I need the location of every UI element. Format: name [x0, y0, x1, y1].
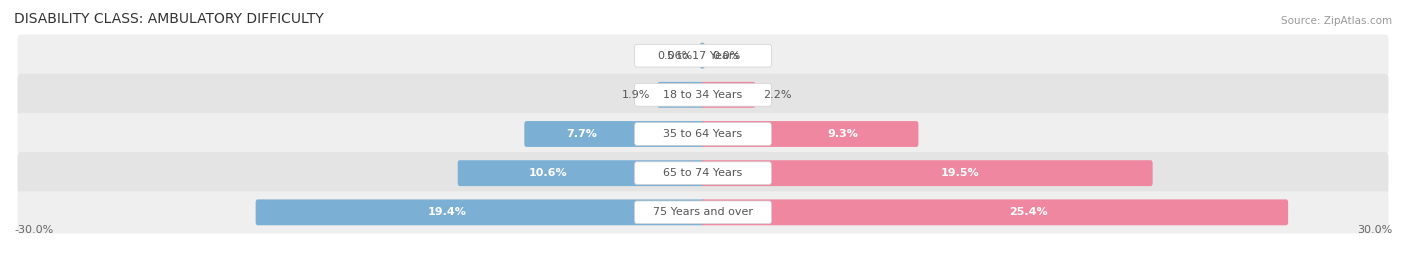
FancyBboxPatch shape [700, 43, 704, 69]
FancyBboxPatch shape [17, 191, 1389, 233]
Text: 9.3%: 9.3% [828, 129, 859, 139]
Text: -30.0%: -30.0% [14, 225, 53, 235]
FancyBboxPatch shape [702, 121, 918, 147]
FancyBboxPatch shape [634, 83, 772, 106]
Text: 19.4%: 19.4% [427, 207, 467, 217]
FancyBboxPatch shape [702, 160, 1153, 186]
Text: 30.0%: 30.0% [1357, 225, 1392, 235]
FancyBboxPatch shape [17, 113, 1389, 155]
Text: 0.0%: 0.0% [713, 51, 741, 61]
FancyBboxPatch shape [17, 74, 1389, 116]
FancyBboxPatch shape [634, 162, 772, 185]
Text: 2.2%: 2.2% [762, 90, 792, 100]
Text: 19.5%: 19.5% [941, 168, 980, 178]
Text: 35 to 64 Years: 35 to 64 Years [664, 129, 742, 139]
Text: 10.6%: 10.6% [529, 168, 567, 178]
FancyBboxPatch shape [634, 123, 772, 145]
Text: 0.06%: 0.06% [657, 51, 692, 61]
FancyBboxPatch shape [658, 82, 704, 108]
Text: 25.4%: 25.4% [1008, 207, 1047, 217]
FancyBboxPatch shape [634, 201, 772, 224]
Text: 7.7%: 7.7% [565, 129, 596, 139]
Text: 18 to 34 Years: 18 to 34 Years [664, 90, 742, 100]
FancyBboxPatch shape [256, 199, 704, 225]
Text: DISABILITY CLASS: AMBULATORY DIFFICULTY: DISABILITY CLASS: AMBULATORY DIFFICULTY [14, 12, 323, 26]
FancyBboxPatch shape [458, 160, 704, 186]
FancyBboxPatch shape [702, 82, 755, 108]
Text: 75 Years and over: 75 Years and over [652, 207, 754, 217]
FancyBboxPatch shape [702, 199, 1288, 225]
Text: 65 to 74 Years: 65 to 74 Years [664, 168, 742, 178]
FancyBboxPatch shape [634, 44, 772, 67]
FancyBboxPatch shape [17, 35, 1389, 77]
Text: 1.9%: 1.9% [621, 90, 650, 100]
Text: Source: ZipAtlas.com: Source: ZipAtlas.com [1281, 16, 1392, 26]
FancyBboxPatch shape [524, 121, 704, 147]
FancyBboxPatch shape [17, 152, 1389, 194]
Text: 5 to 17 Years: 5 to 17 Years [666, 51, 740, 61]
